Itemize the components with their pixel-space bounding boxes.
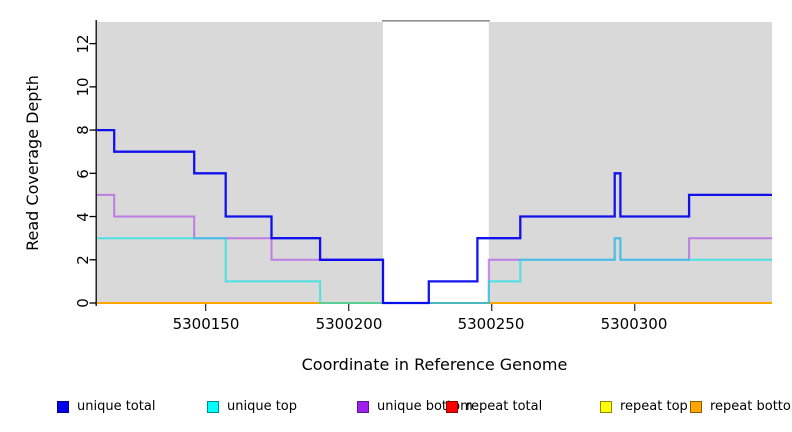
legend-item-repeat-total: repeat total bbox=[446, 398, 542, 415]
x-tick-label: 5300200 bbox=[315, 315, 383, 333]
unique-bottom-swatch-icon bbox=[357, 400, 369, 413]
legend-label: unique top bbox=[227, 399, 298, 414]
masked-region bbox=[383, 20, 489, 304]
x-axis-title: Coordinate in Reference Genome bbox=[301, 355, 568, 374]
unique-total-swatch-icon bbox=[57, 400, 69, 413]
series-unique-top bbox=[97, 237, 772, 304]
legend-label: repeat bottom bbox=[710, 399, 792, 414]
repeat-total-swatch-icon bbox=[446, 400, 458, 413]
legend-item-unique-top: unique top bbox=[207, 398, 297, 415]
legend-item-unique-total: unique total bbox=[57, 398, 155, 415]
legend-item-repeat-top: repeat top bbox=[600, 398, 688, 415]
repeat-bottom-swatch-icon bbox=[690, 400, 702, 413]
x-tick-label: 5300150 bbox=[172, 315, 240, 333]
legend-label: unique total bbox=[77, 399, 156, 414]
unique-top-swatch-icon bbox=[207, 400, 219, 413]
series-unique-total bbox=[97, 128, 772, 305]
x-tick-label: 5300300 bbox=[600, 315, 668, 333]
legend-label: repeat total bbox=[466, 399, 543, 414]
y-axis-title: Read Coverage Depth bbox=[23, 75, 42, 251]
x-tick-label: 5300250 bbox=[457, 315, 525, 333]
y-tick-label: 12 bbox=[74, 34, 92, 54]
repeat-top-swatch-icon bbox=[600, 400, 612, 413]
legend-label: repeat top bbox=[620, 399, 688, 414]
legend: unique total unique top unique bottom re… bbox=[0, 398, 792, 418]
legend-item-repeat-bottom: repeat bottom bbox=[690, 398, 792, 415]
